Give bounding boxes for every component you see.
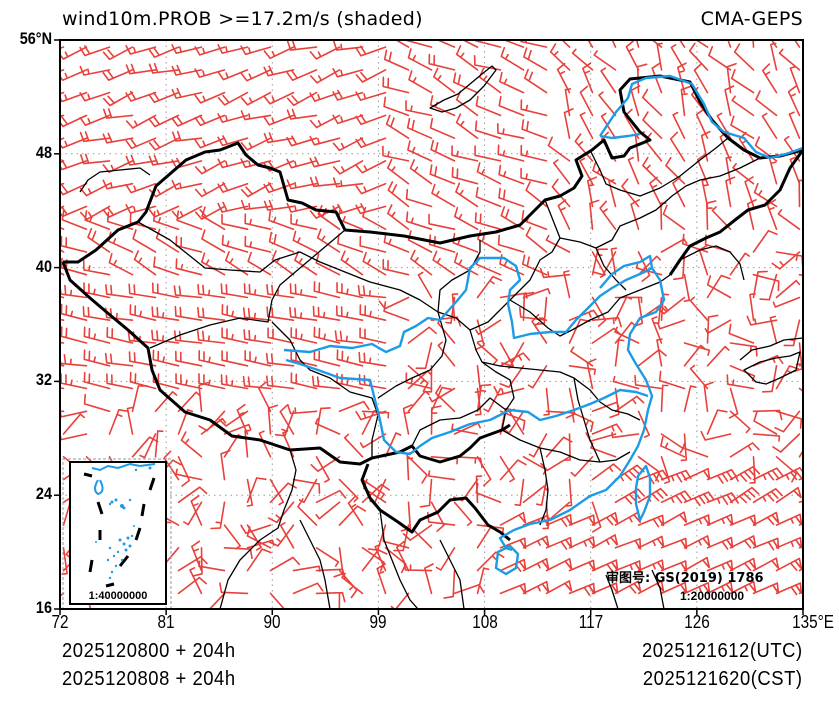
model-name: CMA-GEPS bbox=[700, 8, 803, 30]
init-time-cst: 2025120808 + 204h bbox=[62, 668, 236, 690]
rivers-coastline bbox=[283, 74, 803, 576]
valid-time-utc: 2025121612(UTC) bbox=[642, 640, 803, 662]
lat-tick-label: 40 bbox=[35, 256, 52, 276]
lon-tick-label: 99 bbox=[369, 612, 387, 632]
init-time-utc: 2025120800 + 204h bbox=[62, 640, 236, 662]
lat-tick-label: 32 bbox=[35, 370, 52, 390]
chart-title: wind10m.PROB >=17.2m/s (shaded) bbox=[62, 8, 423, 30]
map-scale-label: 1:20000000 bbox=[680, 589, 744, 603]
lon-tick-label: 90 bbox=[263, 612, 281, 632]
plot-frame bbox=[59, 39, 804, 610]
valid-time-cst: 2025121620(CST) bbox=[643, 668, 803, 690]
lat-tick-label: 24 bbox=[35, 484, 52, 504]
lon-tick-label: 117 bbox=[578, 612, 603, 632]
south-china-sea-inset: 1:40000000 bbox=[62, 458, 172, 610]
lon-tick-label: 135°E bbox=[792, 612, 834, 632]
lon-tick-label: 126 bbox=[684, 612, 710, 632]
china-border bbox=[63, 74, 803, 276]
lon-tick-label: 72 bbox=[51, 612, 69, 632]
map-review-number: 审图号: GS(2019) 1786 bbox=[606, 570, 764, 586]
lat-tick-label: 56°N bbox=[19, 29, 52, 48]
country-borders bbox=[61, 65, 803, 609]
china-border-west bbox=[61, 261, 511, 466]
inset-scale-label: 1:40000000 bbox=[89, 590, 148, 602]
lon-tick-label: 81 bbox=[157, 612, 175, 632]
lat-tick-label: 48 bbox=[35, 142, 52, 162]
lat-tick-label: 16 bbox=[35, 598, 52, 617]
china-border-south bbox=[360, 463, 511, 542]
lon-tick-label: 108 bbox=[471, 612, 498, 632]
